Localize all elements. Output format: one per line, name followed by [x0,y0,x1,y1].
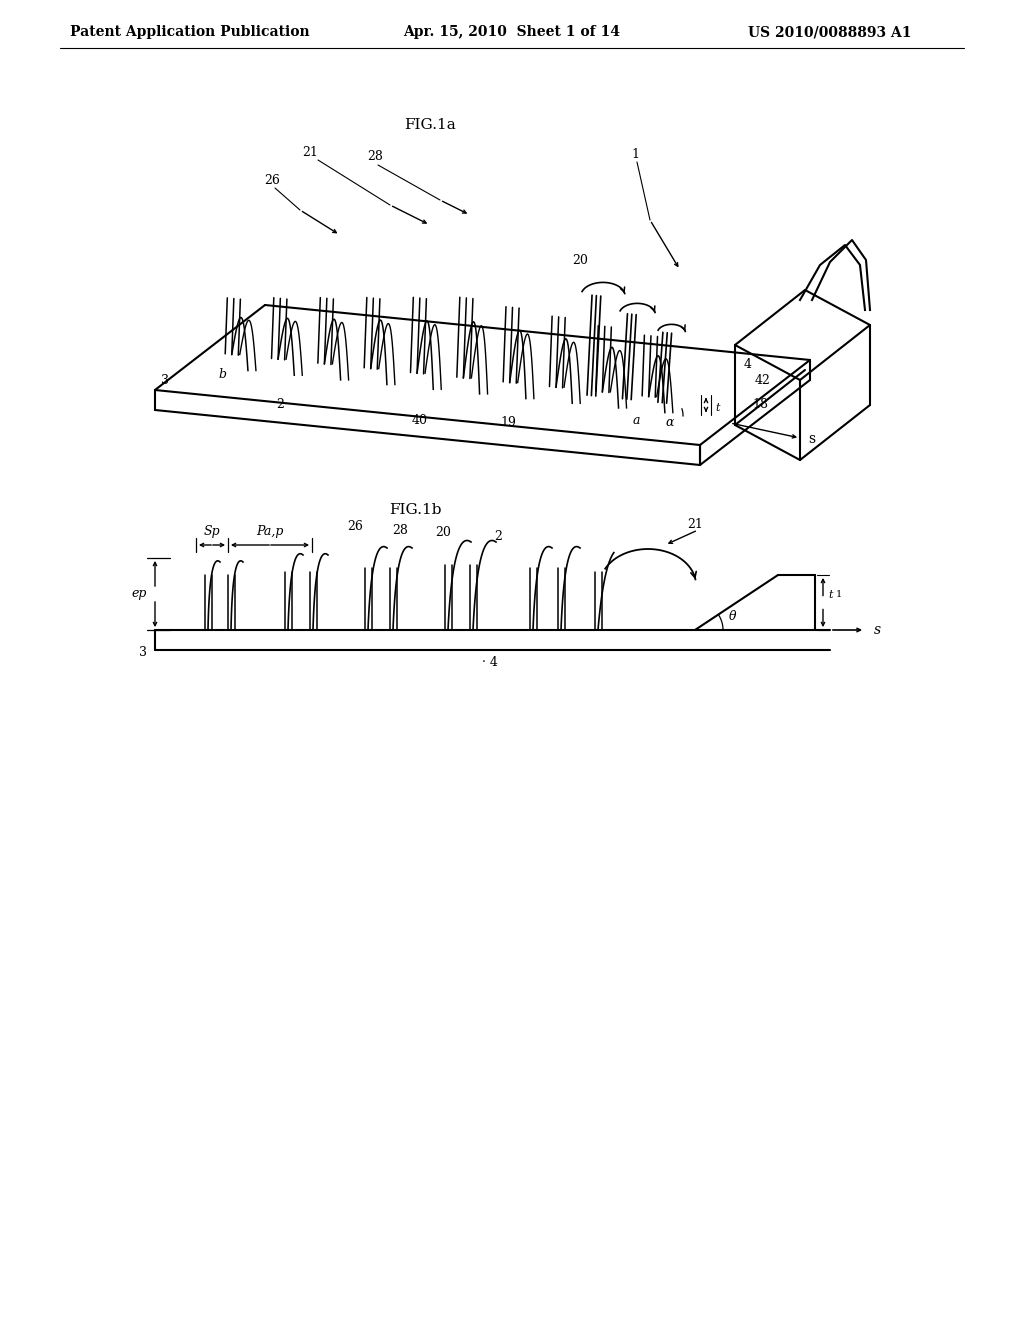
Text: Patent Application Publication: Patent Application Publication [71,25,310,40]
Text: 28: 28 [367,150,383,164]
Text: 20: 20 [572,253,588,267]
Text: 40: 40 [412,413,428,426]
Text: Pa,p: Pa,p [256,524,284,537]
Text: θ: θ [729,610,736,623]
Text: t: t [828,590,834,599]
Text: 26: 26 [347,520,362,533]
Text: 2: 2 [276,399,284,412]
Text: ep: ep [131,587,146,601]
Text: 18: 18 [752,399,768,412]
Text: · 4: · 4 [482,656,498,669]
Text: 28: 28 [392,524,408,536]
Text: US 2010/0088893 A1: US 2010/0088893 A1 [749,25,911,40]
Text: s: s [808,432,815,446]
Text: 3: 3 [139,645,147,659]
Text: 4: 4 [744,359,752,371]
Text: 1: 1 [631,149,639,161]
Text: t: t [716,403,720,413]
Text: Apr. 15, 2010  Sheet 1 of 14: Apr. 15, 2010 Sheet 1 of 14 [403,25,621,40]
Text: α: α [666,417,674,429]
Text: a: a [632,413,640,426]
Text: b: b [218,368,226,381]
Text: 26: 26 [264,173,280,186]
Text: s: s [873,623,881,638]
Text: FIG.1a: FIG.1a [404,117,456,132]
Text: 21: 21 [687,519,702,532]
Text: FIG.1b: FIG.1b [389,503,441,517]
Text: Sp: Sp [204,524,220,537]
Text: 19: 19 [500,417,516,429]
Text: 42: 42 [755,374,771,387]
Text: 21: 21 [302,145,317,158]
Text: 3: 3 [161,374,169,387]
Text: 1: 1 [836,590,842,599]
Text: 2: 2 [494,531,502,544]
Text: 20: 20 [435,527,451,540]
